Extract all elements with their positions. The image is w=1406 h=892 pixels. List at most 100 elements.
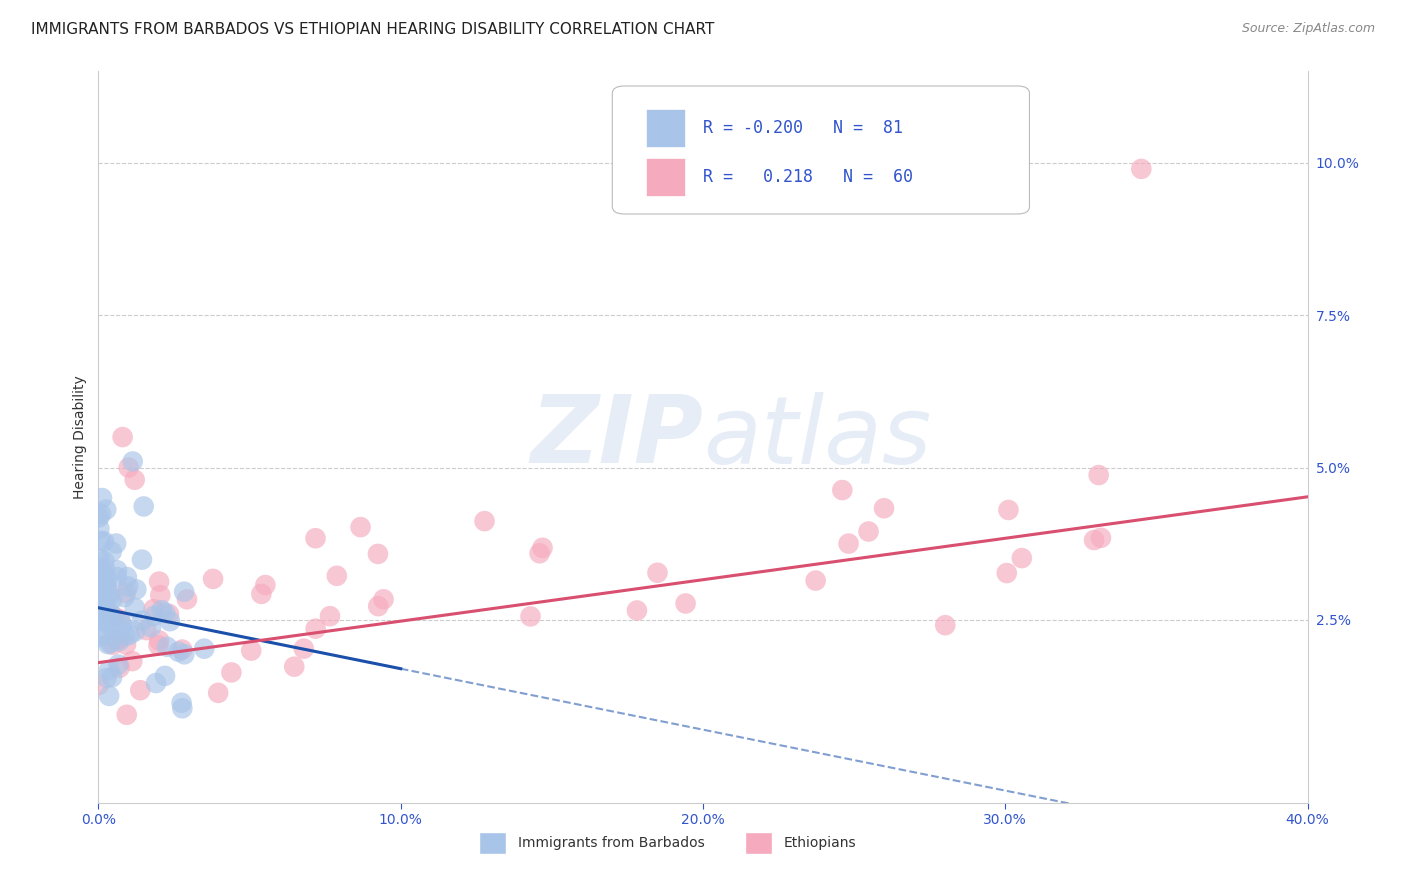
Point: [91, 491, 114, 505]
Point: [87, 630, 110, 644]
Point: [131, 552, 153, 566]
Bar: [647, 110, 685, 147]
Point: [125, 582, 148, 597]
Point: [250, 587, 273, 601]
Point: [304, 622, 326, 636]
Point: [98, 636, 121, 650]
Point: [89, 574, 111, 588]
Point: [202, 572, 225, 586]
Point: [626, 603, 648, 617]
Point: [97, 606, 120, 620]
Point: [94, 597, 117, 611]
Point: [193, 641, 215, 656]
Point: [90, 507, 112, 521]
Point: [107, 657, 129, 672]
Text: R =   0.218   N =  60: R = 0.218 N = 60: [703, 169, 912, 186]
Point: [89, 569, 111, 583]
Point: [1011, 551, 1033, 566]
Point: [103, 609, 125, 624]
Point: [997, 503, 1019, 517]
Point: [91, 575, 114, 590]
Point: [93, 534, 115, 549]
Point: [118, 460, 141, 475]
Point: [108, 612, 131, 626]
Point: [89, 552, 111, 566]
Point: [98, 689, 121, 703]
Point: [91, 602, 114, 616]
Point: [100, 617, 122, 632]
Bar: [479, 832, 506, 854]
Point: [529, 546, 551, 560]
Point: [98, 587, 121, 601]
Point: [89, 591, 111, 606]
Text: R = -0.200   N =  81: R = -0.200 N = 81: [703, 120, 903, 137]
Point: [148, 633, 170, 648]
Point: [172, 642, 194, 657]
Point: [124, 473, 146, 487]
Point: [100, 611, 122, 625]
Point: [934, 618, 956, 632]
Y-axis label: Hearing Disability: Hearing Disability: [73, 376, 87, 499]
Point: [114, 628, 136, 642]
Point: [326, 569, 349, 583]
Point: [873, 501, 896, 516]
Point: [112, 590, 135, 604]
Text: IMMIGRANTS FROM BARBADOS VS ETHIOPIAN HEARING DISABILITY CORRELATION CHART: IMMIGRANTS FROM BARBADOS VS ETHIOPIAN HE…: [31, 22, 714, 37]
Point: [108, 622, 131, 636]
Point: [90, 601, 112, 615]
Point: [110, 615, 132, 630]
Point: [108, 632, 131, 646]
Point: [89, 560, 111, 574]
Point: [283, 659, 305, 673]
Point: [121, 654, 143, 668]
Point: [111, 618, 134, 632]
Point: [93, 599, 115, 614]
Point: [153, 606, 176, 620]
Point: [87, 678, 110, 692]
Point: [96, 580, 118, 594]
Point: [115, 707, 138, 722]
Point: [319, 609, 342, 624]
Point: [304, 531, 326, 545]
Point: [111, 430, 134, 444]
Point: [91, 582, 114, 597]
Point: [173, 584, 195, 599]
Point: [367, 599, 389, 614]
Point: [647, 566, 669, 580]
Point: [117, 580, 139, 594]
Point: [172, 701, 194, 715]
Point: [93, 554, 115, 568]
Point: [94, 589, 117, 603]
Point: [173, 648, 195, 662]
Point: [474, 514, 496, 528]
Point: [367, 547, 389, 561]
Point: [89, 614, 111, 628]
Point: [101, 592, 124, 607]
Point: [831, 483, 853, 497]
Text: ZIP: ZIP: [530, 391, 703, 483]
Point: [142, 602, 165, 616]
Bar: [647, 159, 685, 196]
Point: [94, 609, 117, 624]
Point: [96, 613, 118, 627]
Point: [519, 609, 541, 624]
Point: [98, 663, 121, 677]
Point: [89, 611, 111, 625]
Point: [240, 643, 263, 657]
Point: [132, 500, 155, 514]
Point: [1087, 468, 1109, 483]
Point: [115, 638, 138, 652]
Point: [838, 536, 860, 550]
Point: [104, 632, 127, 647]
Point: [1090, 531, 1112, 545]
Point: [87, 510, 110, 524]
Point: [96, 502, 118, 516]
Point: [108, 634, 131, 648]
Point: [221, 665, 243, 680]
Point: [153, 669, 176, 683]
Point: [115, 586, 138, 600]
Point: [97, 637, 120, 651]
Point: [149, 588, 172, 602]
Point: [90, 533, 112, 548]
Point: [531, 541, 554, 555]
